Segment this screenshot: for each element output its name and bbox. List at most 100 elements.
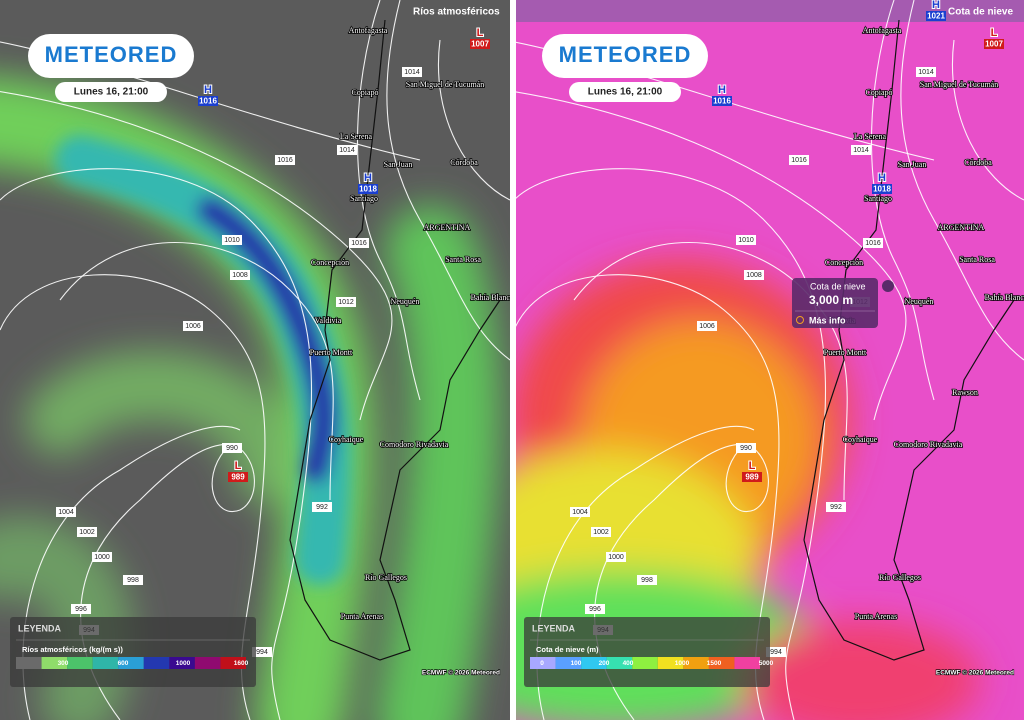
isobar-label-bg [591, 527, 611, 537]
legend-tick: 300 [58, 660, 69, 667]
isobar [900, 0, 1024, 361]
pressure-value: 1018 [359, 185, 377, 194]
legend-label: Ríos atmosféricos (kg/(m s)) [22, 645, 123, 654]
panel-rivers: 1014 1016 1014 1016 1012 1010 1008 1006 1004 1002… [0, 0, 514, 720]
legend-swatch [708, 657, 735, 669]
city-label: Santa Rosa [445, 255, 481, 264]
pressure-type: H [718, 84, 726, 96]
pressure-value: 1018 [873, 185, 891, 194]
legend-tick: 600 [118, 660, 129, 667]
pressure-type: H [932, 0, 940, 11]
legend-swatch [118, 657, 144, 669]
legend-swatch [530, 657, 556, 669]
city-label: Puerto Montt [310, 348, 353, 357]
time-pill [569, 82, 681, 102]
legend-title: LEYENDA [18, 623, 62, 633]
legend-swatch [220, 657, 246, 669]
popup-link[interactable]: Más info [809, 315, 846, 325]
city-label: Santa Rosa [959, 255, 995, 264]
isobar-label-bg [56, 507, 76, 517]
isobar-label-bg [585, 604, 605, 614]
isobar-label: 1014 [404, 69, 420, 76]
isobar-label-bg [637, 575, 657, 585]
time: Lunes 16, 21:00 [588, 87, 663, 98]
pressure-type: L [749, 460, 756, 472]
time-pill [55, 82, 167, 102]
divider [510, 0, 516, 720]
isobar-label-bg [275, 155, 295, 165]
isobar-label: 1002 [593, 529, 609, 536]
city-label: Punta Arenas [341, 612, 383, 621]
popup-close[interactable] [882, 280, 894, 292]
credit: ECMWF © 2026 Meteored [936, 669, 1014, 677]
city-label: Bahía Blanca [985, 293, 1024, 302]
isobar-label: 1002 [79, 529, 95, 536]
city-label: Neuquén [391, 297, 420, 306]
isobar-label-bg [312, 502, 332, 512]
pressure-value-bg [926, 11, 946, 21]
legend-tick: 400 [623, 660, 634, 667]
legend-tick: 1500 [707, 660, 722, 667]
legend-tick: 5000 [759, 660, 774, 667]
isobar-label: 1014 [918, 69, 934, 76]
isobar [59, 241, 334, 501]
city-label: La Serena [854, 132, 887, 141]
pressure-value: 1016 [713, 97, 731, 106]
isobar-label-bg [230, 270, 250, 280]
isobar-label-bg [606, 552, 626, 562]
isobar-label-bg [736, 235, 756, 245]
isobar-label: 1016 [277, 157, 293, 164]
city-label: Concepción [825, 258, 863, 267]
city-label: Santiago [864, 194, 892, 203]
legend-label: Cota de nieve (m) [536, 645, 599, 654]
city-label: San Juan [384, 160, 413, 169]
pressure-value-bg [742, 472, 762, 482]
city-label: Río Gallegos [365, 573, 407, 582]
isobar [0, 168, 313, 720]
isobar [357, 0, 421, 401]
legend-tick: 200 [599, 660, 610, 667]
isobar-label-bg [744, 270, 764, 280]
isobar [80, 443, 255, 720]
legend-swatch [657, 657, 684, 669]
pressure-type: L [235, 460, 242, 472]
isobar-label: 994 [770, 649, 782, 656]
isobar-label: 1006 [185, 323, 201, 330]
city-label: ARGENTINA [424, 223, 471, 232]
pressure-value: 1021 [927, 12, 945, 21]
city-label: Copiapó [351, 88, 378, 97]
city-label: Bahía Blanca [471, 293, 514, 302]
isobar [386, 0, 510, 361]
city-label: Concepción [311, 258, 349, 267]
pressure-value: 989 [231, 473, 245, 482]
pressure-value: 989 [745, 473, 759, 482]
city-label: Antofagasta [863, 26, 902, 35]
city-label: San Miguel de Tucumán [920, 80, 998, 89]
pressure-type: H [204, 84, 212, 96]
legend-swatch [143, 657, 170, 669]
pressure-value-bg [358, 184, 378, 194]
city-label: Valdivia [315, 316, 342, 325]
isobar [516, 168, 827, 720]
isobar-label-bg [916, 67, 936, 77]
pressure-value-bg [198, 96, 218, 106]
logo: METEORED [45, 42, 178, 67]
pressure-type: L [477, 27, 484, 39]
isobar-label: 998 [641, 577, 653, 584]
isobar-label: 1000 [608, 554, 624, 561]
isobar-label: 1016 [351, 240, 367, 247]
pressure-value: 1016 [199, 97, 217, 106]
isobar [516, 91, 907, 421]
info-icon [796, 316, 804, 324]
city-label: San Miguel de Tucumán [406, 80, 484, 89]
isobar-label-bg [826, 502, 846, 512]
city-label: Córdoba [450, 158, 478, 167]
isobar-label-bg [222, 235, 242, 245]
city-label: Copiapó [865, 88, 892, 97]
isobar-label-bg [71, 604, 91, 614]
legend-title: LEYENDA [532, 623, 576, 633]
isobar-label-bg [851, 145, 871, 155]
isobar-label: 994 [256, 649, 268, 656]
legend-tick: 1000 [675, 660, 690, 667]
isobar-label-bg [183, 321, 203, 331]
